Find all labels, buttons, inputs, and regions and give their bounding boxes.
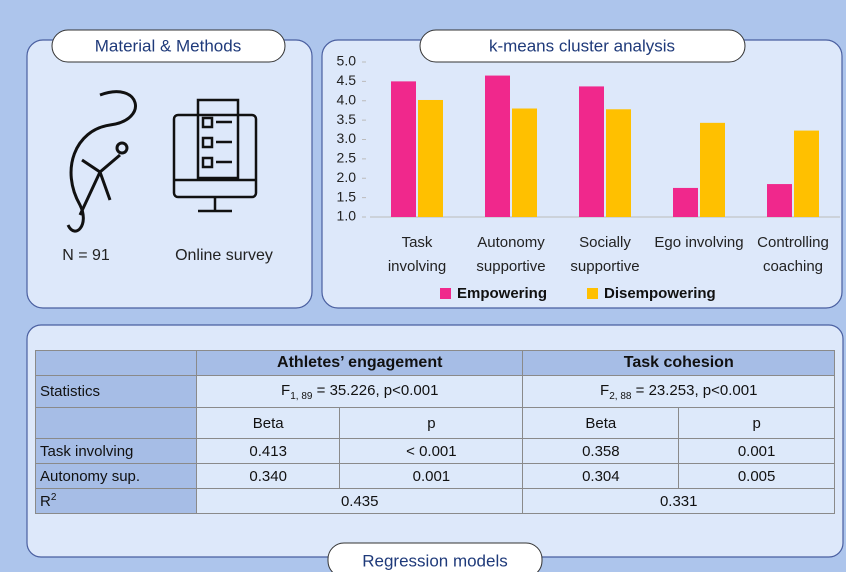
cell: 0.358 xyxy=(522,438,680,464)
row-label: Statistics xyxy=(35,375,197,408)
row-label: R2 xyxy=(35,488,197,514)
methods-title: Material & Methods xyxy=(95,36,241,55)
survey-icon xyxy=(172,98,258,213)
bar xyxy=(794,130,819,217)
r2-sup: 2 xyxy=(50,492,57,503)
row-label: Task involving xyxy=(35,438,197,464)
row-label: Autonomy sup. xyxy=(35,463,197,489)
cell xyxy=(35,350,197,376)
bar xyxy=(579,86,604,217)
column-header: Beta xyxy=(195,407,341,439)
x-tick-label: Controlling coaching xyxy=(757,234,829,275)
cell: 0.331 xyxy=(522,488,835,514)
cell: 0.304 xyxy=(522,463,680,489)
instrument: Online survey xyxy=(175,247,273,264)
column-header: Beta xyxy=(522,407,680,439)
bar xyxy=(391,81,416,217)
legend-label: Empowering xyxy=(457,285,547,302)
y-tick-label: 4.5 xyxy=(337,72,357,88)
legend-label: Disempowering xyxy=(604,285,716,302)
legend-swatch xyxy=(587,288,598,299)
cell: 0.001 xyxy=(678,438,835,464)
stat-part: F xyxy=(281,381,291,399)
cell: 0.001 xyxy=(339,463,524,489)
cell: 0.413 xyxy=(195,438,341,464)
stat-part: = 35.226, p<0.001 xyxy=(312,381,439,399)
group-header: Task cohesion xyxy=(522,350,835,376)
pill xyxy=(327,542,543,572)
cell: < 0.001 xyxy=(339,438,524,464)
stat-sub: 1, 89 xyxy=(290,390,313,402)
stat-sub: 2, 88 xyxy=(609,390,632,402)
chart-title: k-means cluster analysis xyxy=(489,36,675,55)
y-tick-label: 2.5 xyxy=(337,150,357,166)
bar xyxy=(767,184,792,217)
bar xyxy=(485,75,510,217)
x-tick-label: Ego involving xyxy=(654,234,744,251)
y-tick-label: 4.0 xyxy=(337,91,357,107)
cell: 0.005 xyxy=(678,463,835,489)
y-tick-label: 3.0 xyxy=(337,130,357,146)
bar xyxy=(512,108,537,217)
bar xyxy=(606,109,631,217)
x-tick-label: Task involving xyxy=(387,234,447,275)
bar xyxy=(418,99,443,217)
stat-part: = 23.253, p<0.001 xyxy=(631,381,758,399)
bar xyxy=(700,122,725,217)
x-tick-label: Socially supportive xyxy=(570,234,640,275)
y-tick-label: 1.5 xyxy=(337,188,357,204)
y-tick-label: 5.0 xyxy=(337,53,357,69)
cell: 0.435 xyxy=(195,488,524,514)
statistic: F2, 88 = 23.253, p<0.001 xyxy=(522,375,835,408)
gymnast-icon xyxy=(66,90,137,233)
stat-part: F xyxy=(600,381,610,399)
pill xyxy=(51,29,286,63)
regression-table: Athletes’ engagement Task cohesion Stati… xyxy=(35,350,835,514)
y-tick-label: 3.5 xyxy=(337,111,357,127)
sample-size: N = 91 xyxy=(62,247,110,264)
cell xyxy=(35,407,197,439)
x-tick-label: Autonomy supportive xyxy=(476,234,546,275)
column-header: p xyxy=(339,407,524,439)
cell: 0.340 xyxy=(195,463,341,489)
pill xyxy=(419,29,746,63)
y-tick-label: 1.0 xyxy=(337,208,357,224)
legend-swatch xyxy=(440,288,451,299)
statistic: F1, 89 = 35.226, p<0.001 xyxy=(195,375,524,408)
regression-title: Regression models xyxy=(362,551,508,570)
bar xyxy=(673,187,698,217)
y-tick-label: 2.0 xyxy=(337,169,357,185)
r2-label: R xyxy=(40,493,51,510)
column-header: p xyxy=(678,407,835,439)
group-header: Athletes’ engagement xyxy=(195,350,524,376)
